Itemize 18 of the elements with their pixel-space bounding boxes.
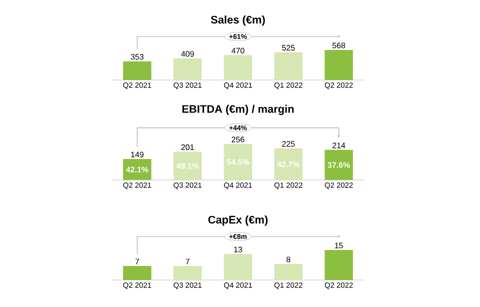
bar — [224, 55, 252, 80]
bar — [324, 250, 353, 280]
bar — [324, 150, 353, 180]
bar — [173, 266, 202, 280]
bar — [224, 144, 252, 180]
bar — [274, 52, 303, 80]
bar — [123, 266, 152, 280]
bar — [274, 264, 303, 280]
chart-title: EBITDA (€m) / margin — [182, 104, 294, 116]
bar — [173, 152, 202, 180]
bar — [274, 148, 303, 180]
bar — [123, 61, 152, 80]
bar — [123, 159, 152, 180]
bar — [224, 254, 252, 280]
bar — [173, 58, 202, 80]
bar — [324, 50, 353, 80]
chart-title: CapEx (€m) — [208, 216, 268, 226]
chart-title: Sales (€m) — [210, 16, 265, 26]
